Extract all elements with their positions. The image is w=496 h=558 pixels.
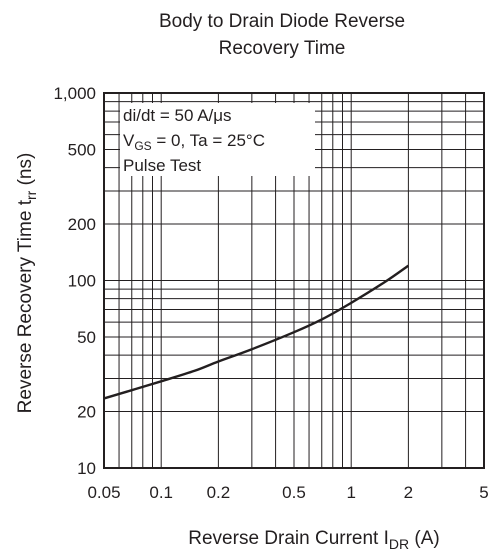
x-axis-label-sub: DR	[389, 536, 409, 552]
annotation: di/dt = 50 A/μs VGS = 0, Ta = 25°C Pulse…	[123, 106, 265, 175]
annotation-line1: di/dt = 50 A/μs	[123, 106, 232, 125]
chart-title-line1: Body to Drain Diode Reverse	[159, 11, 405, 32]
annotation-line2-sub: GS	[134, 139, 151, 153]
y-axis-label-unit: (ns)	[15, 153, 36, 191]
y-axis-label: Reverse Recovery Time trr (ns)	[15, 153, 39, 414]
annotation-line2-main: V	[123, 131, 135, 150]
y-tick-label: 10	[77, 459, 96, 478]
x-tick-label: 2	[404, 483, 413, 502]
x-tick-label: 0.05	[87, 483, 120, 502]
y-tick-label: 20	[77, 403, 96, 422]
y-tick-label: 50	[77, 328, 96, 347]
tick-labels: 0.05 0.1 0.2 0.5 1 2 5 10 20 50 100 200 500 1,000	[53, 84, 488, 502]
chart-title-line2: Recovery Time	[219, 38, 346, 59]
annotation-line2: VGS = 0, Ta = 25°C	[123, 131, 265, 153]
y-tick-label: 200	[68, 215, 96, 234]
y-tick-label: 1,000	[53, 84, 96, 103]
x-tick-label: 0.5	[282, 483, 306, 502]
series-line	[103, 264, 410, 400]
x-tick-label: 0.2	[207, 483, 231, 502]
y-tick-label: 100	[68, 272, 96, 291]
x-tick-label: 0.1	[149, 483, 173, 502]
y-axis-label-sub: rr	[23, 190, 39, 200]
x-tick-label: 5	[479, 483, 488, 502]
plot-frame	[103, 92, 485, 469]
x-tick-label: 1	[346, 483, 355, 502]
x-axis-label-unit: (A)	[409, 528, 440, 549]
y-axis-label-main: Reverse Recovery Time t	[15, 199, 36, 413]
annotation-line3: Pulse Test	[123, 156, 201, 175]
annotation-box	[120, 103, 315, 176]
x-axis-label: Reverse Drain Current IDR (A)	[188, 528, 439, 552]
annotation-line2-rest: = 0, Ta = 25°C	[152, 131, 265, 150]
y-tick-label: 500	[68, 140, 96, 159]
x-axis-label-main: Reverse Drain Current I	[188, 528, 389, 549]
